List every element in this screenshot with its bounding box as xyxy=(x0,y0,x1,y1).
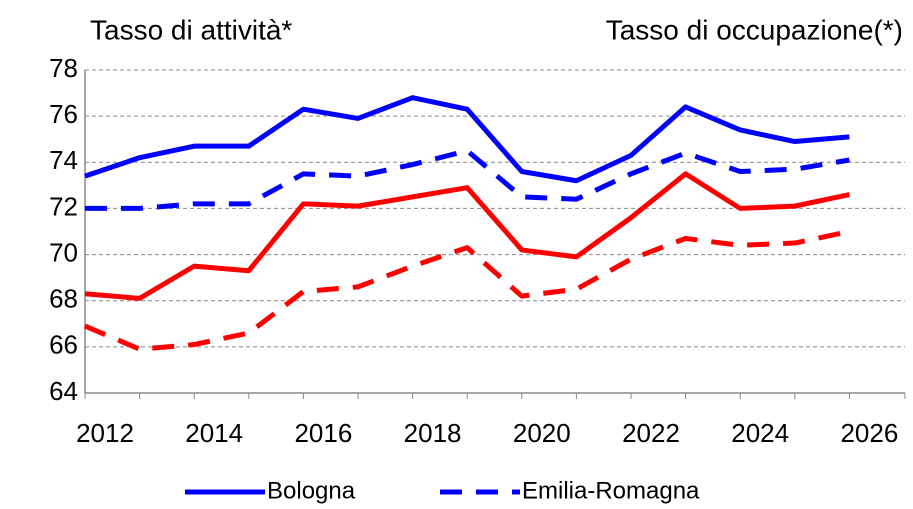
x-tick-label: 2018 xyxy=(404,418,462,448)
x-tick-label: 2020 xyxy=(513,418,571,448)
line-series xyxy=(85,148,850,211)
left-title: Tasso di attività* xyxy=(90,14,292,45)
line-series xyxy=(84,229,850,352)
y-tick-label: 74 xyxy=(49,145,78,175)
legend-label: Emilia-Romagna xyxy=(522,477,700,504)
x-tick-label: 2024 xyxy=(731,418,789,448)
x-tick-label: 2022 xyxy=(622,418,680,448)
x-tick-label: 2012 xyxy=(76,418,134,448)
y-tick-label: 68 xyxy=(49,284,78,314)
line-series xyxy=(84,171,850,301)
y-tick-label: 78 xyxy=(49,53,78,83)
y-tick-label: 64 xyxy=(49,376,78,406)
y-tick-label: 76 xyxy=(49,99,78,129)
y-tick-label: 66 xyxy=(49,330,78,360)
right-title: Tasso di occupazione(*) xyxy=(606,14,903,45)
y-tick-label: 72 xyxy=(49,191,78,221)
line-series xyxy=(84,95,850,184)
y-tick-label: 70 xyxy=(49,237,78,267)
legend-label: Bologna xyxy=(267,477,356,504)
x-tick-label: 2016 xyxy=(294,418,352,448)
x-tick-label: 2014 xyxy=(185,418,243,448)
x-tick-label: 2026 xyxy=(840,418,898,448)
